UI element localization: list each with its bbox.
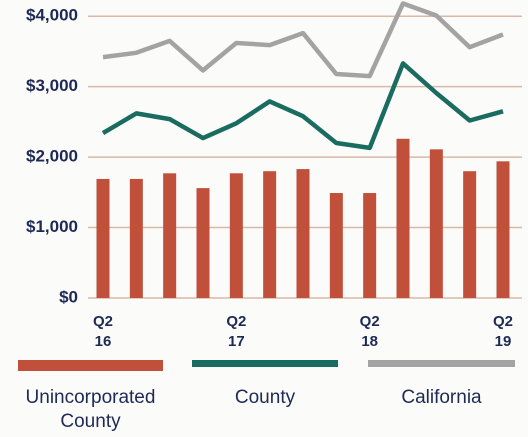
legend-label: California [401, 387, 482, 408]
bar [496, 161, 510, 298]
y-tick-label: $2,000 [26, 147, 78, 166]
bar [296, 169, 310, 298]
bar [163, 173, 177, 298]
y-tick-label: $0 [59, 287, 78, 306]
x-tick-label: Q2 17 [226, 313, 246, 350]
bar [229, 173, 243, 298]
x-tick-label: Q2 19 [493, 313, 513, 350]
legend-swatch [18, 360, 163, 371]
bar [196, 188, 210, 298]
legend-swatch [368, 360, 515, 367]
line [101, 61, 504, 151]
bar [96, 178, 110, 298]
y-tick-label: $3,000 [26, 76, 78, 95]
bar [429, 149, 443, 298]
line [102, 1, 504, 79]
legend-label: Unincorporated County [26, 387, 156, 432]
bar [463, 171, 477, 298]
legend-swatch [192, 360, 338, 367]
bar [329, 193, 343, 298]
legend-label: County [235, 387, 296, 408]
y-tick-label: $4,000 [26, 6, 78, 25]
y-tick-label: $1,000 [26, 217, 78, 236]
bar [396, 138, 410, 298]
x-tick-label: Q2 18 [360, 313, 380, 350]
bar [129, 178, 143, 298]
x-tick-label: Q2 16 [93, 313, 113, 350]
bar [363, 193, 377, 298]
bar [263, 171, 277, 298]
